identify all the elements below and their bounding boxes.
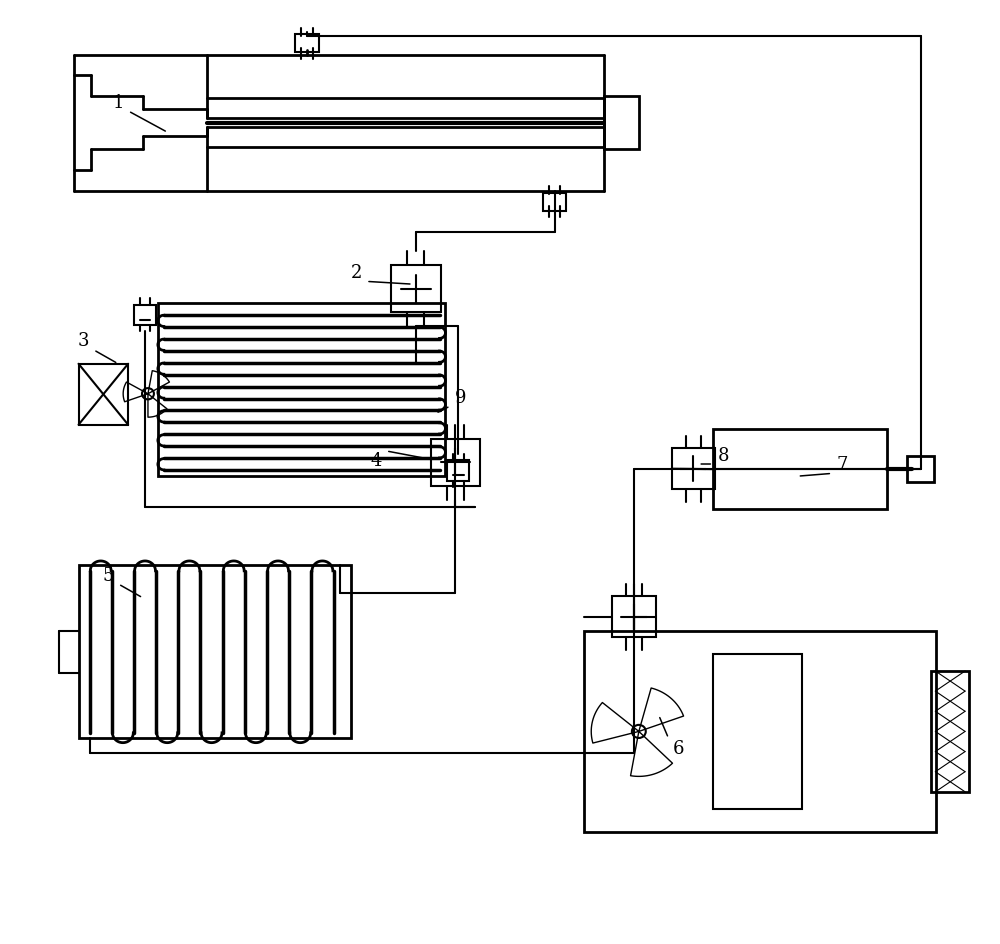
Text: 1: 1 <box>112 93 124 111</box>
Text: 2: 2 <box>351 263 362 281</box>
Bar <box>158 304 445 477</box>
Bar <box>604 97 639 150</box>
Bar <box>931 671 969 792</box>
Bar <box>295 36 319 54</box>
Bar <box>713 654 802 809</box>
Text: 4: 4 <box>370 452 382 470</box>
Bar <box>447 461 469 481</box>
Bar <box>543 194 566 211</box>
Bar <box>79 364 128 425</box>
Bar <box>672 448 715 490</box>
Bar <box>134 305 156 326</box>
Bar <box>431 439 480 486</box>
Text: 6: 6 <box>673 739 684 757</box>
Bar <box>713 430 887 510</box>
Text: 9: 9 <box>455 388 466 406</box>
Bar <box>79 565 351 738</box>
Bar <box>584 632 936 833</box>
Bar <box>391 266 440 312</box>
Text: 5: 5 <box>103 566 114 584</box>
Bar <box>907 457 934 482</box>
Bar <box>612 597 656 637</box>
Text: 3: 3 <box>78 332 89 350</box>
Text: 8: 8 <box>717 447 729 464</box>
Text: 7: 7 <box>836 456 848 474</box>
